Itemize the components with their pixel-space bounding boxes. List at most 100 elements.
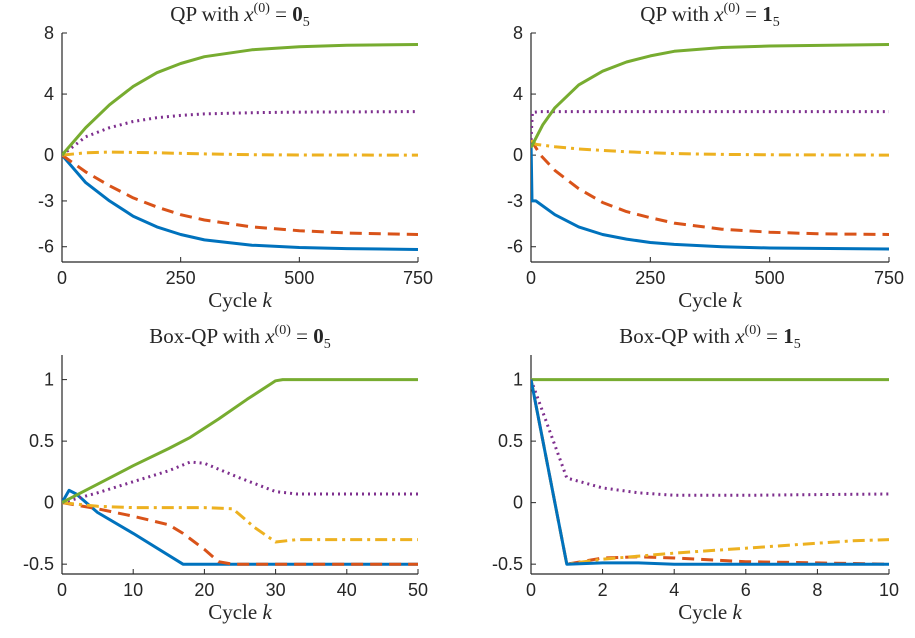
x-tick-label: 2 [598, 580, 608, 600]
title-vector: 1 [783, 324, 794, 348]
x-tick-label: 750 [403, 268, 433, 288]
y-tick-label: 8 [513, 23, 523, 43]
series-group [62, 43, 418, 251]
x-axis-label: Cycle k [678, 288, 742, 312]
title-superscript: (0) [745, 323, 762, 338]
x-tick-label: 20 [194, 580, 214, 600]
y-tick-label: 0 [513, 145, 523, 165]
series-line [531, 139, 889, 236]
title-variable: x [713, 2, 724, 26]
series-line [62, 488, 418, 566]
series-line [531, 43, 889, 149]
x-tick-label: 0 [57, 268, 67, 288]
series-line [62, 501, 418, 544]
series-group [62, 378, 418, 566]
series-line [62, 501, 418, 566]
x-label-variable: k [732, 600, 742, 624]
x-tick-label: 250 [166, 268, 196, 288]
x-tick-label: 0 [526, 580, 536, 600]
title-prefix: Box-QP with [149, 324, 265, 348]
series-line [531, 110, 889, 140]
series-line [62, 150, 418, 157]
title-equals: = [291, 324, 313, 348]
series-line [62, 153, 418, 236]
y-tick-label: 0.5 [498, 431, 523, 451]
series-line [531, 379, 889, 566]
series-line [62, 154, 418, 251]
title-vector: 1 [762, 2, 773, 26]
series-line [62, 43, 418, 157]
series-line [62, 110, 418, 157]
x-tick-label: 50 [408, 580, 428, 600]
title-equals: = [270, 2, 292, 26]
y-tick-label: 0.5 [29, 431, 54, 451]
y-tick-label: 1 [44, 370, 54, 390]
chart-title: Box-QP with x(0) = 15 [619, 323, 800, 352]
x-tick-label: 0 [526, 268, 536, 288]
x-label-variable: k [262, 600, 272, 624]
title-variable: x [734, 324, 745, 348]
x-tick-label: 10 [123, 580, 143, 600]
x-label-text: Cycle [208, 600, 262, 624]
x-label-variable: k [262, 288, 272, 312]
x-tick-label: 500 [755, 268, 785, 288]
title-vector: 0 [292, 2, 303, 26]
title-variable: x [264, 324, 275, 348]
x-label-text: Cycle [208, 288, 262, 312]
x-tick-label: 750 [874, 268, 904, 288]
x-tick-label: 4 [669, 580, 679, 600]
series-group [531, 43, 889, 251]
y-tick-label: 0 [513, 493, 523, 513]
title-subscript: 5 [324, 337, 331, 352]
y-tick-label: -0.5 [492, 554, 523, 574]
chart-title: Box-QP with x(0) = 05 [149, 323, 330, 352]
title-vector: 0 [313, 324, 324, 348]
title-superscript: (0) [275, 323, 292, 338]
series-line [62, 378, 418, 504]
x-axis-label: Cycle k [678, 600, 742, 624]
title-subscript: 5 [303, 15, 310, 30]
y-tick-label: 1 [513, 370, 523, 390]
title-prefix: QP with [170, 2, 244, 26]
y-tick-label: -6 [507, 237, 523, 257]
y-tick-label: 4 [44, 84, 54, 104]
title-subscript: 5 [773, 15, 780, 30]
title-equals: = [740, 2, 762, 26]
x-label-text: Cycle [678, 600, 732, 624]
series-line [531, 379, 889, 497]
series-line [62, 460, 418, 505]
series-line [531, 139, 889, 251]
y-tick-label: -6 [38, 237, 54, 257]
x-axis-label: Cycle k [208, 288, 272, 312]
title-subscript: 5 [794, 337, 801, 352]
x-tick-label: 8 [812, 580, 822, 600]
y-tick-label: 4 [513, 84, 523, 104]
subplot-2: -6 -3 0 4 8 0 250 500 750 QP with x(0) = 15 Cycle … [507, 1, 904, 312]
x-axis-label: Cycle k [208, 600, 272, 624]
y-tick-label: -3 [507, 191, 523, 211]
series-group [531, 378, 889, 566]
x-label-variable: k [732, 288, 742, 312]
y-tick-label: 0 [44, 145, 54, 165]
series-line [531, 138, 889, 157]
x-tick-label: 0 [57, 580, 67, 600]
title-equals: = [761, 324, 783, 348]
x-label-text: Cycle [678, 288, 732, 312]
x-tick-label: 10 [879, 580, 899, 600]
x-tick-label: 30 [266, 580, 286, 600]
title-variable: x [243, 2, 254, 26]
y-tick-label: -3 [38, 191, 54, 211]
series-line [531, 379, 889, 566]
y-tick-label: 0 [44, 493, 54, 513]
series-line [531, 379, 889, 566]
title-superscript: (0) [254, 1, 271, 16]
title-superscript: (0) [724, 1, 741, 16]
x-tick-label: 500 [284, 268, 314, 288]
x-tick-label: 250 [635, 268, 665, 288]
title-prefix: Box-QP with [619, 324, 735, 348]
y-tick-label: 8 [44, 23, 54, 43]
